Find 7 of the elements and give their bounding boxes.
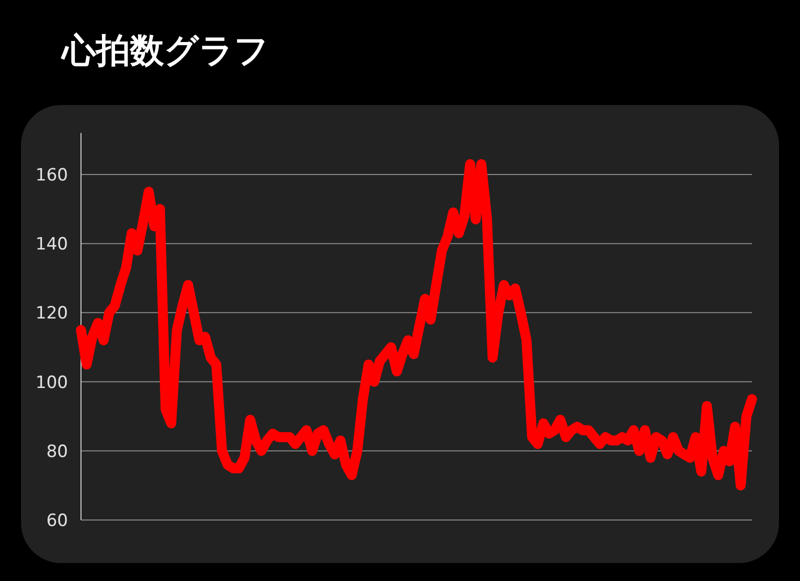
y-tick-label: 120 bbox=[36, 304, 68, 324]
y-tick-label: 140 bbox=[36, 234, 68, 255]
y-tick-label: 160 bbox=[36, 165, 68, 186]
chart-title: 心拍数グラフ bbox=[60, 31, 269, 71]
y-tick-label: 100 bbox=[36, 372, 68, 393]
y-tick-label: 60 bbox=[46, 511, 68, 531]
y-tick-label: 80 bbox=[46, 442, 68, 462]
